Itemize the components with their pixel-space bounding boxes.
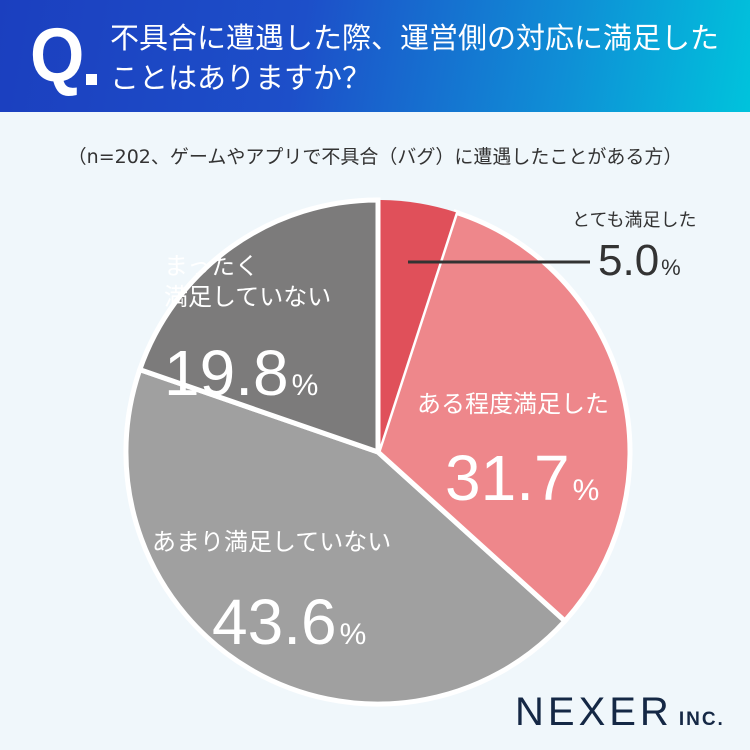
logo-main: NEXER bbox=[515, 690, 673, 734]
percent-unit: % bbox=[339, 618, 367, 651]
question-header: Q 不具合に遭遇した際、運営側の対応に満足した ことはありますか？ bbox=[0, 0, 750, 112]
value-line: 19.8% bbox=[164, 340, 331, 419]
value-line: 43.6% bbox=[212, 589, 391, 668]
label-very-satisfied-value: 5.0% bbox=[598, 236, 681, 286]
label-very-satisfied-category: とても満足した bbox=[572, 210, 697, 231]
value-text: 5.0 bbox=[598, 236, 660, 285]
label-somewhat-satisfied: ある程度満足した 31.7% bbox=[417, 370, 609, 543]
value-text: 31.7 bbox=[445, 442, 570, 514]
category-text: まったく 満足していない bbox=[164, 252, 332, 311]
slice-not-at-all-satisfied bbox=[136, 197, 381, 456]
percent-unit: % bbox=[572, 474, 600, 507]
label-not-very-satisfied: あまり満足していない 43.6% bbox=[152, 508, 391, 687]
value-text: 19.8 bbox=[164, 337, 289, 409]
question-text: 不具合に遭遇した際、運営側の対応に満足した ことはありますか？ bbox=[110, 21, 720, 95]
slice-not-very-satisfied bbox=[123, 366, 569, 707]
category-text: あまり満足していない bbox=[152, 528, 392, 556]
logo-suffix: INC. bbox=[678, 709, 725, 730]
sample-note: （n=202、ゲームやアプリで不具合（バグ）に遭遇したことがある方） bbox=[67, 146, 683, 168]
value-line: 31.7% bbox=[445, 445, 609, 524]
percent-unit: % bbox=[661, 255, 681, 280]
value-text: 43.6 bbox=[212, 586, 337, 658]
slice-somewhat-satisfied bbox=[375, 209, 633, 625]
q-mark: Q bbox=[30, 13, 84, 98]
percent-unit: % bbox=[291, 369, 319, 402]
category-text: ある程度満足した bbox=[417, 390, 609, 418]
label-not-at-all-satisfied: まったく 満足していない 19.8% bbox=[164, 232, 331, 438]
q-dot bbox=[86, 74, 97, 85]
nexer-logo: NEXER INC. bbox=[515, 690, 725, 735]
